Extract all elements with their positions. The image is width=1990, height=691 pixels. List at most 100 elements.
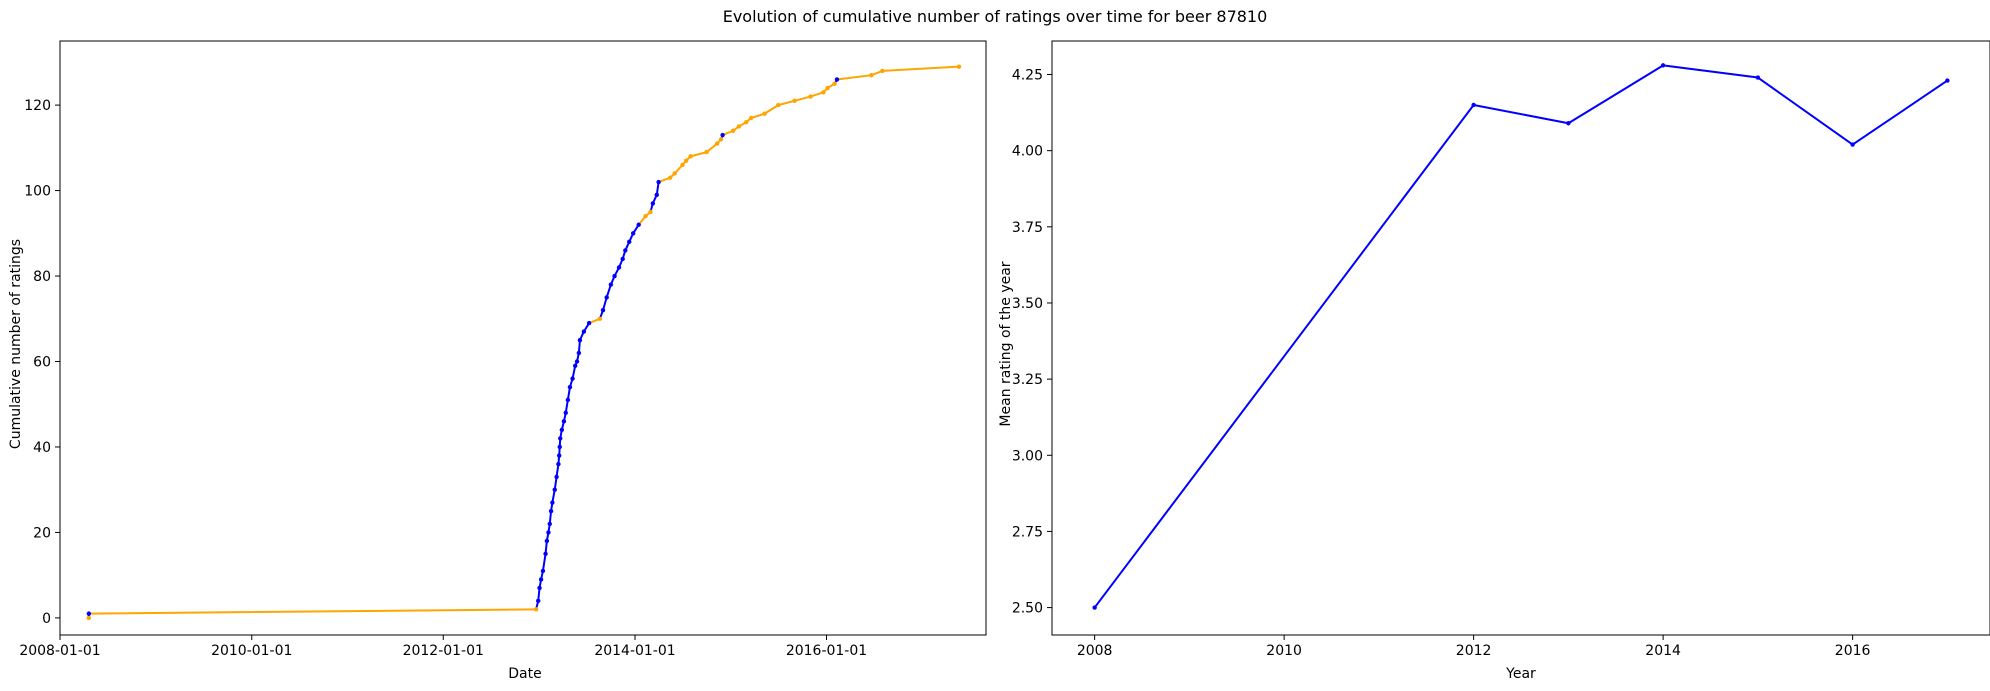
cumulative-point (570, 376, 575, 381)
cumulative-point (880, 68, 885, 74)
cumulative-point (548, 508, 554, 514)
cumulative-segment (602, 296, 608, 312)
cumulative-segment (777, 99, 796, 107)
left-x-tick-label: 2012-01-01 (403, 643, 484, 659)
mean-rating-point (1092, 605, 1097, 610)
mean-rating-point (1945, 78, 1950, 83)
cumulative-segment (541, 552, 547, 572)
cumulative-point (557, 453, 562, 458)
cumulative-segment (809, 91, 825, 98)
cumulative-point (597, 316, 603, 321)
cumulative-point (537, 585, 542, 591)
cumulative-point (744, 119, 749, 125)
right-y-axis-label: Mean rating of the year (998, 261, 1014, 426)
cumulative-point (546, 530, 551, 535)
cumulative-point (581, 329, 587, 334)
cumulative-ratings-axes: 2008-01-01 2010-01-01 2012-01-01 2014-01-01… (19, 40, 987, 659)
cumulative-point (557, 444, 562, 450)
cumulative-point (821, 90, 826, 95)
right-y-tick-label: 3.50 (1012, 296, 1043, 312)
cumulative-point (554, 474, 559, 480)
left-y-tick-label: 60 (33, 355, 51, 371)
cumulative-point (834, 77, 840, 82)
cumulative-point (573, 363, 578, 368)
cumulative-point (563, 410, 568, 415)
cumulative-point (550, 500, 555, 505)
cumulative-point (556, 461, 561, 467)
cumulative-point (561, 419, 567, 424)
cumulative-point (567, 384, 573, 390)
figure-title: Evolution of cumulative number of rating… (723, 7, 1268, 26)
left-y-tick-label: 120 (24, 98, 51, 114)
cumulative-segment (750, 112, 766, 119)
cumulative-point (762, 111, 767, 116)
cumulative-point (630, 231, 636, 236)
cumulative-point (558, 436, 563, 441)
cumulative-point (650, 201, 656, 206)
right-y-tick-label: 3.25 (1012, 372, 1043, 388)
cumulative-point (714, 141, 720, 146)
cumulative-point (730, 128, 736, 133)
cumulative-point (956, 64, 962, 69)
mean-rating-point (1850, 142, 1855, 147)
cumulative-point (667, 175, 673, 180)
cumulative-point (680, 162, 685, 168)
cumulative-point (559, 427, 565, 433)
cumulative-point (654, 192, 659, 198)
mean-rating-point (1660, 63, 1666, 68)
cumulative-segment (836, 74, 873, 81)
cumulative-point (608, 282, 614, 287)
right-x-tick-label: 2010 (1266, 643, 1302, 659)
cumulative-segment (605, 283, 612, 299)
cumulative-point (656, 179, 661, 185)
cumulative-point (544, 538, 550, 544)
cumulative-point (808, 94, 813, 99)
left-x-axis-label: Date (508, 666, 541, 682)
cumulative-point (577, 337, 583, 343)
mean-rating-point (1471, 102, 1476, 108)
cumulative-point (604, 295, 609, 300)
left-y-tick-label: 20 (33, 525, 51, 541)
cumulative-point (825, 85, 830, 91)
mean-rating-marks (1092, 63, 1950, 610)
cumulative-point (565, 397, 571, 403)
left-y-tick-label: 0 (42, 611, 51, 627)
mean-rating-point (1755, 75, 1761, 80)
left-y-tick-label: 80 (33, 269, 51, 285)
left-x-tick-label: 2010-01-01 (211, 643, 292, 659)
cumulative-point (600, 308, 606, 313)
cumulative-point (547, 521, 552, 527)
cumulative-segment (705, 142, 719, 154)
cumulative-point (683, 158, 689, 163)
cumulative-point (574, 359, 580, 364)
cumulative-point (736, 124, 742, 129)
cumulative-point (612, 273, 617, 279)
cumulative-point (540, 568, 546, 574)
cumulative-point (776, 102, 781, 108)
right-y-tick-label: 4.25 (1012, 68, 1043, 84)
cumulative-point (648, 209, 653, 215)
cumulative-point (704, 149, 709, 155)
cumulative-point (749, 115, 754, 121)
mean-rating-chart: 2008 2010 2012 2014 2016 2.50 2.75 3.00 3.25 3.50… (998, 40, 1990, 682)
right-y-tick-label: 2.50 (1012, 601, 1043, 617)
left-x-tick-label: 2008-01-01 (19, 643, 100, 659)
cumulative-segment (793, 95, 812, 102)
cumulative-segment (763, 104, 780, 115)
cumulative-point (86, 615, 92, 621)
right-y-tick-label: 4.00 (1012, 144, 1043, 160)
cumulative-segment (689, 151, 708, 158)
mean-rating-axes: 2008 2010 2012 2014 2016 2.50 2.75 3.00 3.25 3.50… (1012, 40, 1990, 659)
cumulative-point (718, 137, 724, 142)
right-x-tick-label: 2016 (1835, 643, 1871, 659)
cumulative-point (543, 551, 548, 557)
cumulative-point (552, 487, 557, 492)
cumulative-point (533, 607, 539, 612)
cumulative-point (86, 611, 92, 616)
right-y-tick-label: 3.75 (1012, 220, 1043, 236)
cumulative-point (832, 81, 837, 86)
cumulative-point (627, 239, 632, 245)
cumulative-point (576, 350, 582, 356)
